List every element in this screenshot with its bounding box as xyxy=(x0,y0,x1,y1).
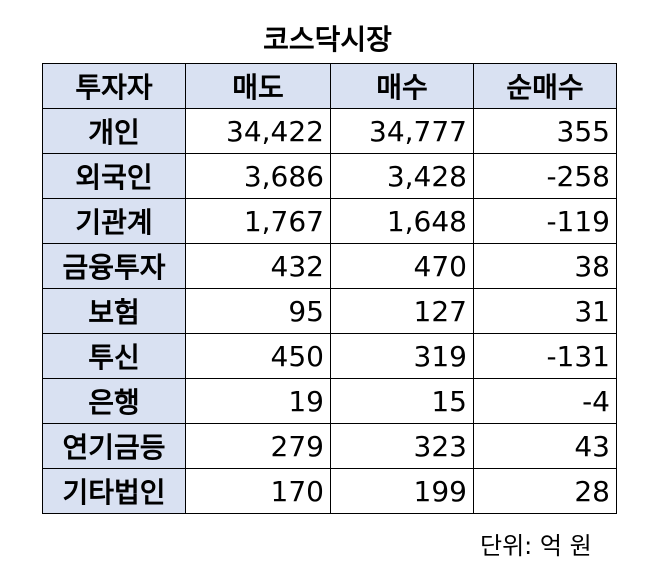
table-row: 개인 34,422 34,777 355 xyxy=(42,108,617,154)
row-label: 기관계 xyxy=(42,198,186,244)
value-cell: 1,648 xyxy=(330,198,474,244)
table-row: 기관계 1,767 1,648 -119 xyxy=(42,198,617,244)
value-cell: 19 xyxy=(185,378,331,424)
table-row: 기타법인 170 199 28 xyxy=(42,468,617,514)
value-cell: 38 xyxy=(473,243,617,289)
value-cell: 34,777 xyxy=(330,108,474,154)
value-cell: 127 xyxy=(330,288,474,334)
value-cell: 450 xyxy=(185,333,331,379)
table-row: 금융투자 432 470 38 xyxy=(42,243,617,289)
value-cell: 31 xyxy=(473,288,617,334)
value-cell: 199 xyxy=(330,468,474,514)
row-label: 기타법인 xyxy=(42,468,186,514)
header-cell: 순매수 xyxy=(473,63,617,109)
value-cell: 323 xyxy=(330,423,474,469)
value-cell: 34,422 xyxy=(185,108,331,154)
row-label: 금융투자 xyxy=(42,243,186,289)
data-table: 투자자 매도 매수 순매수 개인 34,422 34,777 355 외국인 3,686 3,428… xyxy=(42,63,617,514)
unit-note: 단위: 억 원 xyxy=(480,532,592,560)
value-cell: 432 xyxy=(185,243,331,289)
value-cell: 43 xyxy=(473,423,617,469)
value-cell: -4 xyxy=(473,378,617,424)
table-row: 투신 450 319 -131 xyxy=(42,333,617,379)
value-cell: 3,686 xyxy=(185,153,331,199)
value-cell: 170 xyxy=(185,468,331,514)
table-title: 코스닥시장 xyxy=(263,23,392,56)
value-cell: 279 xyxy=(185,423,331,469)
row-label: 투신 xyxy=(42,333,186,379)
table-row: 보험 95 127 31 xyxy=(42,288,617,334)
table-row: 은행 19 15 -4 xyxy=(42,378,617,424)
header-cell: 투자자 xyxy=(42,63,186,109)
value-cell: 470 xyxy=(330,243,474,289)
value-cell: -119 xyxy=(473,198,617,244)
row-label: 연기금등 xyxy=(42,423,186,469)
row-label: 보험 xyxy=(42,288,186,334)
table-row: 연기금등 279 323 43 xyxy=(42,423,617,469)
value-cell: 3,428 xyxy=(330,153,474,199)
value-cell: -258 xyxy=(473,153,617,199)
value-cell: 319 xyxy=(330,333,474,379)
value-cell: 1,767 xyxy=(185,198,331,244)
value-cell: 28 xyxy=(473,468,617,514)
row-label: 개인 xyxy=(42,108,186,154)
row-label: 외국인 xyxy=(42,153,186,199)
value-cell: 355 xyxy=(473,108,617,154)
header-row: 투자자 매도 매수 순매수 xyxy=(42,63,617,109)
row-label: 은행 xyxy=(42,378,186,424)
header-cell: 매도 xyxy=(185,63,331,109)
value-cell: 15 xyxy=(330,378,474,424)
header-cell: 매수 xyxy=(330,63,474,109)
value-cell: -131 xyxy=(473,333,617,379)
table-row: 외국인 3,686 3,428 -258 xyxy=(42,153,617,199)
value-cell: 95 xyxy=(185,288,331,334)
